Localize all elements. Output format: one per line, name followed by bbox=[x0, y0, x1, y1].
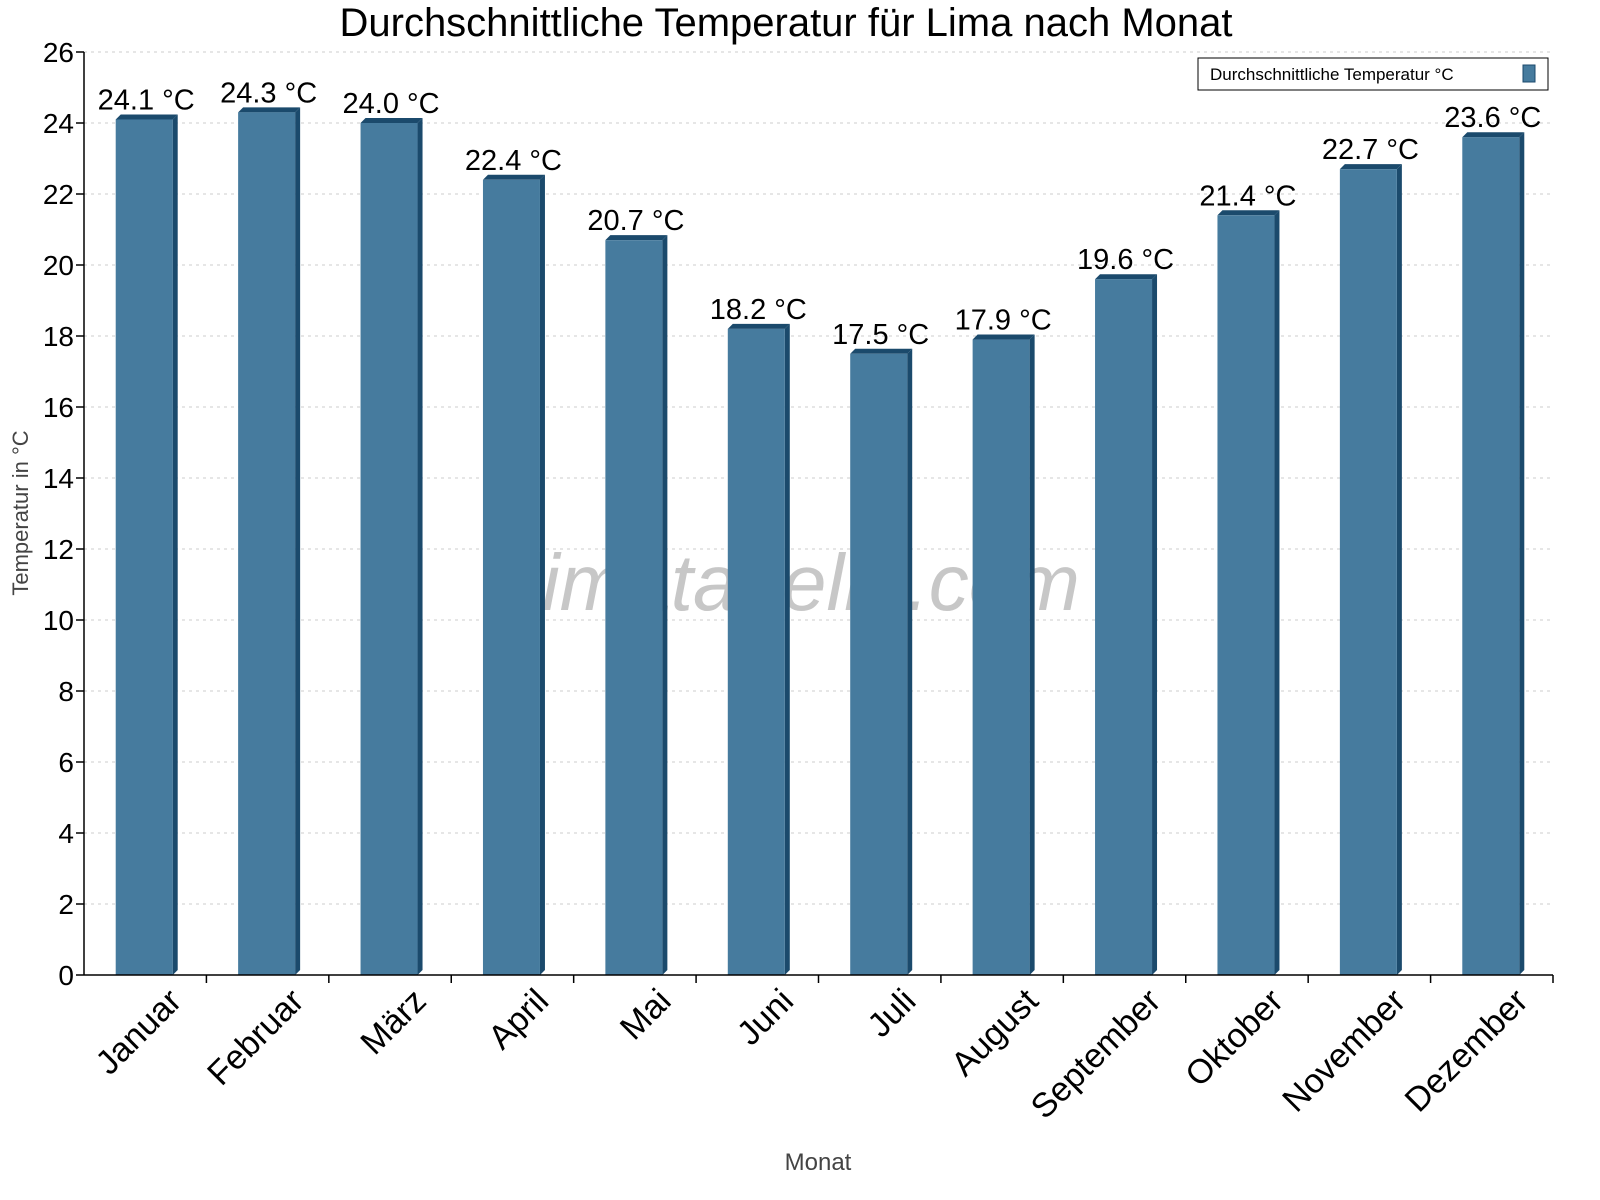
bar-side bbox=[1029, 334, 1035, 975]
x-tick-label: September bbox=[1024, 982, 1168, 1126]
x-tick-label: April bbox=[481, 982, 556, 1057]
data-label: 17.9 °C bbox=[955, 305, 1052, 337]
bar-märz: 24.0 °C bbox=[343, 88, 440, 975]
y-tick-label: 0 bbox=[58, 960, 74, 991]
x-axis-label: Monat bbox=[785, 1149, 852, 1176]
x-tick-label: März bbox=[353, 982, 433, 1062]
bar-oktober: 21.4 °C bbox=[1199, 180, 1296, 976]
bar-side bbox=[662, 235, 668, 975]
bar-top bbox=[850, 348, 913, 354]
x-tick-label: Mai bbox=[613, 982, 679, 1048]
data-label: 23.6 °C bbox=[1444, 102, 1541, 134]
y-tick-label: 18 bbox=[43, 321, 74, 352]
bar-side bbox=[1274, 210, 1280, 976]
data-label: 20.7 °C bbox=[587, 205, 684, 237]
bar-top bbox=[605, 235, 668, 241]
bar-top bbox=[1217, 210, 1280, 216]
y-tick-label: 14 bbox=[43, 463, 74, 494]
bar-front bbox=[972, 339, 1030, 975]
bar-side bbox=[1152, 274, 1158, 975]
x-tick-label: Juni bbox=[730, 982, 801, 1053]
bar-juli: 17.5 °C bbox=[832, 319, 929, 975]
data-label: 17.5 °C bbox=[832, 319, 929, 351]
bar-top bbox=[360, 118, 423, 123]
bar-side bbox=[784, 323, 790, 975]
bar-top bbox=[238, 107, 301, 113]
bar-top bbox=[1095, 274, 1158, 280]
bar-front bbox=[360, 123, 418, 975]
bar-front bbox=[1217, 215, 1275, 976]
y-tick-label: 2 bbox=[58, 889, 74, 920]
legend-swatch bbox=[1522, 64, 1536, 83]
data-label: 18.2 °C bbox=[710, 294, 807, 326]
bar-top bbox=[482, 174, 545, 180]
bar-top bbox=[1462, 132, 1525, 138]
y-tick-label: 16 bbox=[43, 392, 74, 423]
bar-juni: 18.2 °C bbox=[710, 294, 807, 975]
bar-april: 22.4 °C bbox=[465, 145, 562, 976]
bar-side bbox=[1396, 164, 1402, 975]
y-tick-label: 26 bbox=[43, 37, 74, 68]
bar-september: 19.6 °C bbox=[1077, 244, 1174, 975]
bar-top bbox=[727, 323, 790, 329]
bar-front bbox=[1462, 137, 1520, 975]
bar-januar: 24.1 °C bbox=[98, 84, 195, 975]
y-axis-label: Temperatur in °C bbox=[8, 430, 33, 595]
bar-front bbox=[1095, 279, 1153, 975]
data-label: 24.3 °C bbox=[220, 77, 317, 109]
y-tick-label: 20 bbox=[43, 250, 74, 281]
x-tick-label: Januar bbox=[88, 982, 188, 1082]
data-label: 22.7 °C bbox=[1322, 134, 1419, 166]
data-label: 24.1 °C bbox=[98, 84, 195, 116]
bar-top bbox=[972, 334, 1035, 340]
y-tick-label: 12 bbox=[43, 534, 74, 565]
x-tick-label: August bbox=[944, 981, 1046, 1083]
bar-august: 17.9 °C bbox=[955, 305, 1052, 975]
y-tick-label: 8 bbox=[58, 676, 74, 707]
bar-top bbox=[115, 114, 178, 120]
bar-side bbox=[417, 118, 423, 975]
x-tick-label: Dezember bbox=[1398, 982, 1536, 1120]
y-tick-label: 24 bbox=[43, 108, 74, 139]
x-tick-label: Oktober bbox=[1178, 982, 1290, 1094]
bar-front bbox=[605, 240, 663, 975]
x-tick-label: Februar bbox=[200, 982, 311, 1093]
y-tick-label: 4 bbox=[58, 818, 74, 849]
chart-title: Durchschnittliche Temperatur für Lima na… bbox=[339, 1, 1232, 45]
bar-dezember: 23.6 °C bbox=[1444, 102, 1541, 975]
bar-februar: 24.3 °C bbox=[220, 77, 317, 976]
data-label: 21.4 °C bbox=[1199, 180, 1296, 212]
legend: Durchschnittliche Temperatur °C bbox=[1197, 57, 1549, 91]
bar-front bbox=[238, 112, 296, 976]
legend-label: Durchschnittliche Temperatur °C bbox=[1210, 65, 1454, 84]
y-tick-label: 10 bbox=[43, 605, 74, 636]
data-label: 19.6 °C bbox=[1077, 244, 1174, 276]
bar-side bbox=[172, 114, 178, 975]
data-label: 24.0 °C bbox=[343, 88, 440, 120]
bar-front bbox=[727, 328, 785, 975]
data-label: 22.4 °C bbox=[465, 145, 562, 177]
bar-side bbox=[907, 348, 913, 975]
bar-side bbox=[295, 107, 301, 976]
y-tick-label: 6 bbox=[58, 747, 74, 778]
bar-front bbox=[850, 353, 908, 975]
bar-side bbox=[539, 174, 545, 976]
bar-november: 22.7 °C bbox=[1322, 134, 1419, 975]
bar-top bbox=[1339, 164, 1402, 170]
y-tick-label: 22 bbox=[43, 179, 74, 210]
bar-mai: 20.7 °C bbox=[587, 205, 684, 975]
bar-front bbox=[115, 119, 173, 975]
x-tick-label: Juli bbox=[860, 982, 923, 1045]
bar-front bbox=[1339, 169, 1397, 975]
x-tick-label: November bbox=[1275, 982, 1413, 1120]
bar-front bbox=[482, 179, 540, 976]
bar-side bbox=[1519, 132, 1525, 975]
